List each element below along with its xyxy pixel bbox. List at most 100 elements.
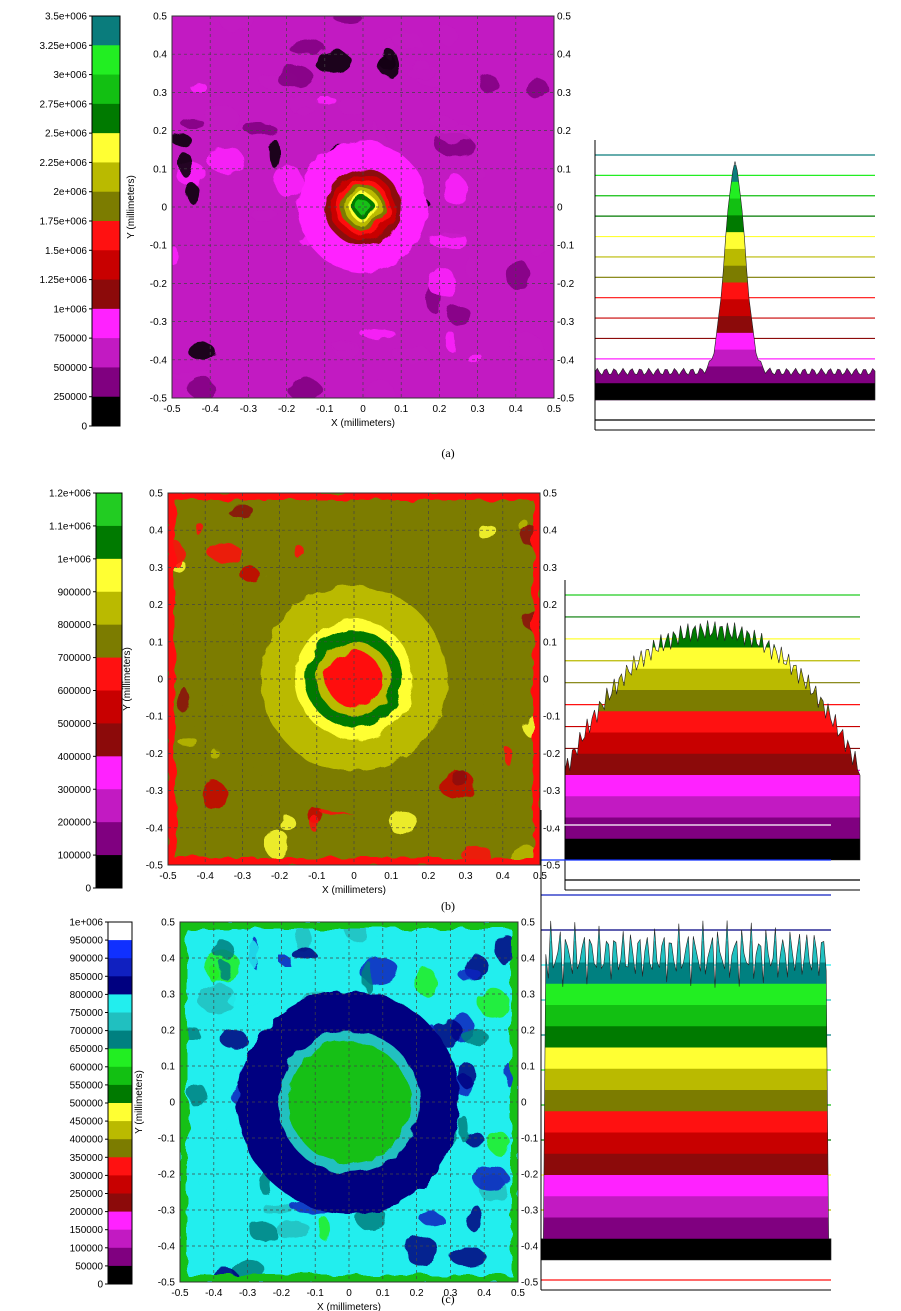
contour-blob [333, 16, 362, 23]
profile-band [541, 1111, 831, 1134]
colorbar-swatch [92, 338, 120, 368]
y-tick-label-right: 0 [557, 203, 563, 214]
contour-blob [445, 330, 455, 352]
contour-blob [172, 133, 191, 147]
colorbar-swatch [108, 940, 132, 959]
colorbar-label: 1.1e+006 [49, 521, 91, 532]
profile-band [595, 248, 875, 267]
contour-blob [506, 259, 530, 291]
contour-blob [208, 542, 242, 564]
colorbar-swatch [96, 525, 122, 560]
colorbar-label: 2.75e+006 [39, 99, 87, 110]
profile-outline [594, 161, 876, 401]
y-tick-label-left: 0.4 [149, 526, 163, 537]
contour-blob [198, 1174, 215, 1188]
y-tick-label-right: 0.4 [557, 50, 571, 61]
colorbar-swatch [108, 1103, 132, 1122]
contour-blob [275, 1219, 310, 1239]
colorbar-swatch [108, 1193, 132, 1213]
contour-blob [239, 565, 259, 582]
colorbar-swatch [92, 74, 120, 105]
colorbar-swatch [96, 493, 122, 527]
contour-blob [392, 346, 432, 364]
colorbar-label: 1e+006 [57, 554, 91, 565]
contour-blob [404, 1235, 439, 1266]
panel-caption: (b) [441, 899, 455, 913]
profile-band [565, 690, 860, 713]
y-tick-label-left: -0.3 [150, 317, 168, 328]
profile-band [541, 941, 831, 964]
y-tick-label-right: -0.2 [543, 749, 561, 760]
colorbar-label: 3e+006 [53, 70, 87, 81]
y-tick-label-right: 0.2 [543, 600, 557, 611]
colorbar: 1.2e+006 1.1e+006 1e+006 900000 800000 700000… [49, 489, 123, 895]
x-tick-label: 0 [360, 404, 366, 415]
profile-band [541, 1068, 831, 1091]
profile-band [565, 626, 860, 649]
contour-blob [188, 342, 216, 361]
y-tick-label-left: 0.5 [161, 918, 175, 929]
colorbar-label: 1.2e+006 [49, 489, 91, 500]
y-tick-label-right: -0.5 [543, 861, 561, 872]
colorbar-swatch [92, 133, 120, 163]
x-tick-label: -0.5 [171, 1288, 189, 1299]
y-tick-label-left: -0.4 [146, 823, 164, 834]
contour-blob [458, 1115, 469, 1142]
profile-band [595, 198, 875, 217]
colorbar-swatch [108, 1012, 132, 1032]
colorbar-swatch [96, 558, 122, 593]
y-tick-label-left: 0.5 [153, 12, 167, 23]
colorbar-label: 400000 [58, 752, 92, 763]
contour-blob [359, 327, 395, 340]
colorbar: 3.5e+006 3.25e+006 3e+006 2.75e+006 2.5e+006… [39, 12, 121, 433]
x-tick-label: 0 [346, 1288, 352, 1299]
x-tick-label: -0.5 [159, 871, 177, 882]
contour-blob [408, 68, 439, 81]
y-tick-label-right: -0.3 [521, 1206, 539, 1217]
colorbar-label: 200000 [58, 818, 92, 829]
contour-blob [530, 240, 549, 257]
y-tick-label-right: 0.1 [521, 1062, 535, 1073]
contour-blob [393, 31, 422, 49]
profile-band [541, 1175, 831, 1198]
contour-blob [273, 165, 304, 197]
colorbar-label: 3.5e+006 [45, 12, 87, 23]
y-tick-label-right: 0.3 [557, 88, 571, 99]
contour-blob [316, 96, 337, 106]
colorbar-label: 600000 [58, 686, 92, 697]
panel-caption: (a) [441, 446, 454, 460]
profile-band [595, 165, 875, 183]
panel-a: 3.5e+006 3.25e+006 3e+006 2.75e+006 2.5e+006… [39, 12, 876, 460]
x-tick-label: 0.2 [410, 1288, 424, 1299]
y-tick-label-left: -0.4 [150, 355, 168, 366]
contour-blob [427, 268, 457, 297]
colorbar-swatch [92, 162, 120, 193]
contour-blob [332, 340, 355, 352]
contour-blob [172, 245, 178, 264]
profile-band [595, 366, 875, 385]
y-tick-label-left: -0.3 [146, 786, 164, 797]
colorbar-label: 1.75e+006 [39, 217, 87, 228]
x-tick-label: 0.1 [384, 871, 398, 882]
x-tick-label: 0.5 [533, 871, 547, 882]
y-tick-label-right: -0.3 [557, 317, 575, 328]
x-tick-label: -0.5 [163, 404, 181, 415]
y-tick-label-left: 0.1 [161, 1062, 175, 1073]
y-tick-label-left: 0.3 [161, 990, 175, 1001]
y-tick-label-right: -0.3 [543, 786, 561, 797]
y-tick-label-left: -0.1 [158, 1134, 176, 1145]
profile-band [565, 817, 860, 840]
contour-blob [437, 26, 458, 46]
contour-blob [442, 175, 469, 206]
y-tick-label-left: -0.5 [158, 1278, 176, 1289]
x-tick-label: 0.5 [547, 404, 561, 415]
x-tick-label: 0.2 [421, 871, 435, 882]
profile-bands [595, 165, 875, 400]
y-tick-label-right: -0.5 [557, 394, 575, 405]
contour-plot: -0.5-0.5 -0.5-0.4-0.4 -0.4-0.3-0.3 -0.3-0.2… [122, 489, 561, 897]
profile-view [564, 580, 861, 891]
contour-blob [467, 1203, 481, 1233]
profile-band [541, 983, 831, 1006]
contour-blob [314, 50, 352, 74]
